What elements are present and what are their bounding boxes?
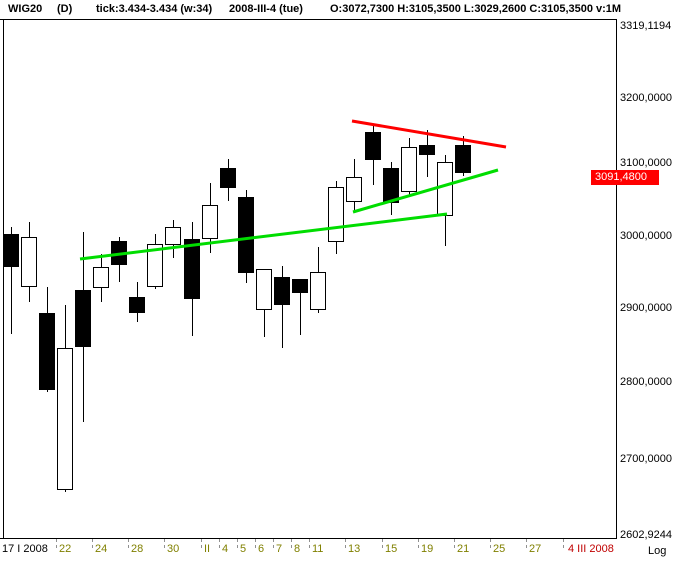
date-label: 8 <box>294 543 301 555</box>
candle-body <box>437 162 453 216</box>
candle-body <box>346 177 362 202</box>
date-label: 11 <box>312 543 324 555</box>
last-price-box: 3091,4800 <box>591 170 659 185</box>
candle-body <box>129 297 145 313</box>
date-tick <box>309 539 310 548</box>
price-axis-label: 3100,0000 <box>620 157 672 169</box>
candle-body <box>39 313 55 390</box>
price-axis-label: 3200,0000 <box>620 92 672 104</box>
price-axis-label: 2800,0000 <box>620 376 672 388</box>
price-axis-label: 2602,9244 <box>620 529 672 541</box>
date-tick <box>454 539 455 548</box>
date-label: 13 <box>348 543 361 555</box>
candle-body <box>111 241 127 265</box>
date-tick <box>92 539 93 548</box>
candle-body <box>455 145 471 173</box>
date-label: II <box>204 543 211 555</box>
candle-body <box>3 234 19 267</box>
date-label: 15 <box>385 543 398 555</box>
candle-body <box>57 348 73 490</box>
price-axis-label: 2700,0000 <box>620 453 672 465</box>
candle-body <box>184 239 200 299</box>
plot-left-border <box>3 20 4 538</box>
date-label: 28 <box>131 543 144 555</box>
date-tick <box>273 539 274 548</box>
candle-body <box>93 267 109 288</box>
candle-body <box>256 269 272 310</box>
date-tick <box>382 539 383 548</box>
ohlc-info-label: O:3072,7300 H:3105,3500 L:3029,2600 C:31… <box>330 3 622 15</box>
price-axis-line <box>616 20 617 539</box>
date-tick <box>345 539 346 548</box>
date-tick <box>219 539 220 548</box>
date-label: 19 <box>421 543 434 555</box>
candle-body <box>220 168 236 188</box>
date-label: 22 <box>59 543 72 555</box>
date-tick <box>56 539 57 548</box>
date-label: 6 <box>258 543 265 555</box>
candle-body <box>75 290 91 347</box>
candle-body <box>202 205 218 239</box>
date-tick <box>128 539 129 548</box>
candle-body <box>419 145 435 155</box>
date-label: 27 <box>529 543 542 555</box>
date-tick <box>255 539 256 548</box>
price-axis-label: 3319,1194 <box>620 20 672 32</box>
candle-wick <box>282 266 283 348</box>
date-tick <box>418 539 419 548</box>
candle-body <box>310 272 326 310</box>
timeframe-label: (D) <box>57 3 73 15</box>
candle-body <box>401 147 417 192</box>
date-label: 30 <box>167 543 180 555</box>
price-axis-label: 2900,0000 <box>620 302 672 314</box>
candle-body <box>328 187 344 242</box>
log-scale-toggle[interactable]: Log <box>648 545 667 557</box>
candle-body <box>238 197 254 273</box>
date-tick <box>526 539 527 548</box>
candle-body <box>383 168 399 203</box>
candle-body <box>21 237 37 287</box>
date-label: 4 <box>222 543 229 555</box>
date-tick <box>164 539 165 548</box>
date-label: 24 <box>95 543 108 555</box>
tick-info-label: tick:3.434-3.434 (w:34) <box>96 3 213 15</box>
candle-body <box>292 279 308 293</box>
date-tick <box>563 539 564 548</box>
candle-body <box>274 277 290 305</box>
candle-body <box>147 244 163 287</box>
date-tick <box>201 539 202 548</box>
date-label: 5 <box>240 543 247 555</box>
header-divider <box>0 19 617 20</box>
price-axis-label: 3000,0000 <box>620 230 672 242</box>
date-info-label: 2008-III-4 (tue) <box>229 3 303 15</box>
candle-body <box>365 132 381 160</box>
candle-wick <box>11 227 12 334</box>
date-tick <box>490 539 491 548</box>
date-label: 7 <box>276 543 283 555</box>
date-label: 25 <box>493 543 506 555</box>
date-label: 21 <box>457 543 470 555</box>
symbol-label: WIG20 <box>8 3 43 15</box>
date-tick <box>237 539 238 548</box>
candle-wick <box>300 279 301 335</box>
last-date-label: 4 III 2008 <box>568 543 614 555</box>
first-date-label: 17 I 2008 <box>2 543 48 555</box>
candle-body <box>165 227 181 245</box>
date-tick <box>291 539 292 548</box>
time-axis-line <box>0 538 617 539</box>
